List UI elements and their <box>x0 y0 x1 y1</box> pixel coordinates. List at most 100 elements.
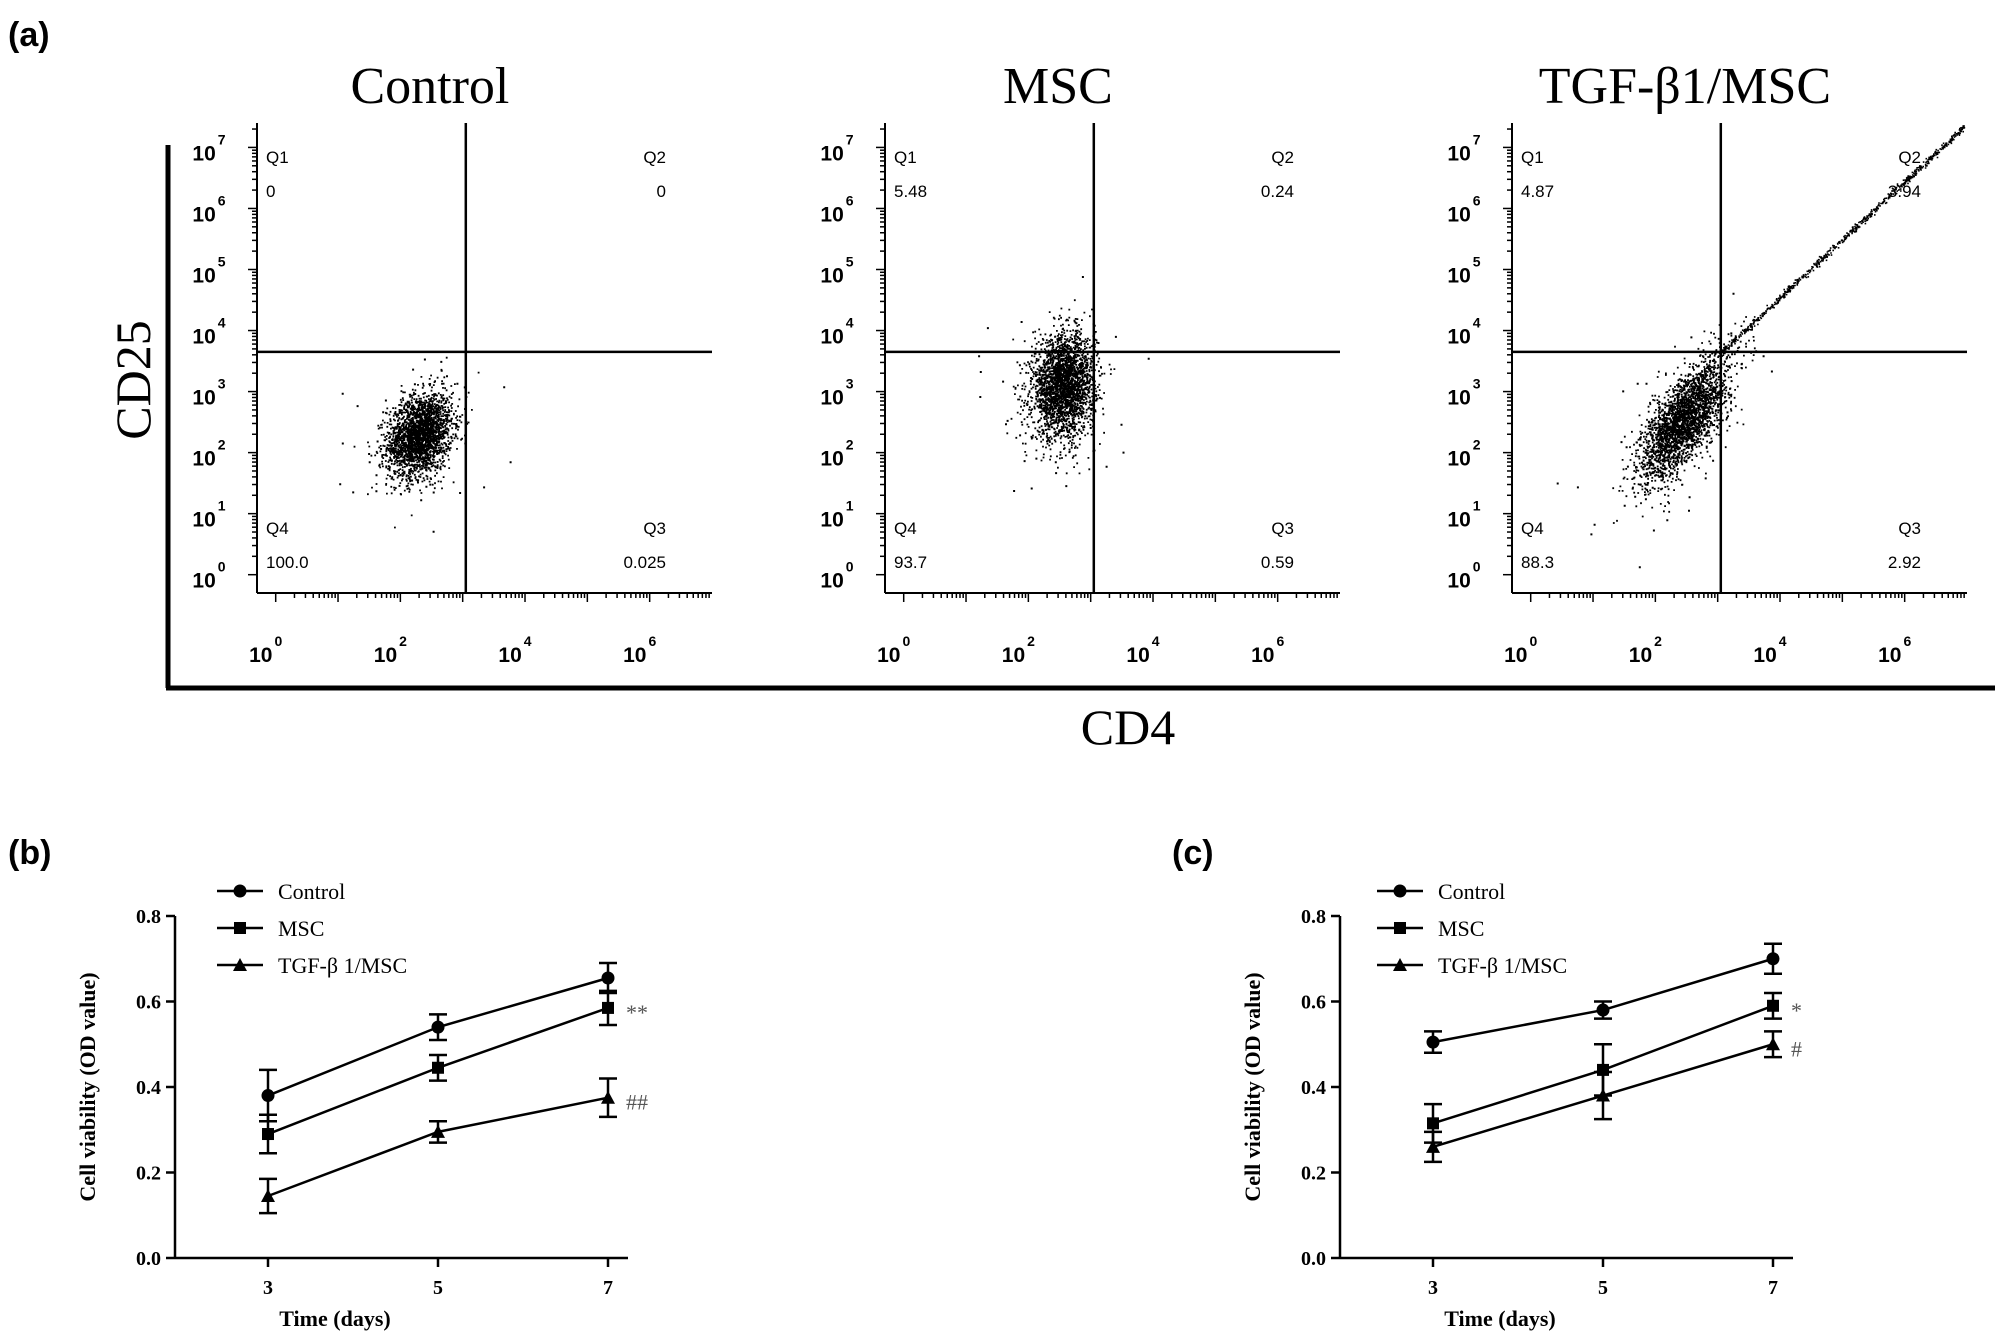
flow-plot-title: Control <box>350 58 509 115</box>
panel-label-c: (c) <box>1172 834 1214 872</box>
y-tick-label: 0.2 <box>1301 1163 1326 1185</box>
data-point-square <box>262 1128 274 1141</box>
data-point-triangle <box>1426 1139 1440 1153</box>
flow-y-tick-label: 104 <box>1447 315 1480 349</box>
data-point-circle <box>601 971 615 985</box>
q1-value: 5.48 <box>894 182 927 201</box>
data-point-circle <box>431 1020 445 1034</box>
flow-y-tick-label: 101 <box>1447 498 1480 532</box>
q3-value: 2.92 <box>1888 553 1921 572</box>
y-tick-label: 0.6 <box>136 992 161 1014</box>
y-axis-label: Cell viability (OD value) <box>1240 972 1265 1201</box>
q1-label: Q1 <box>894 148 917 167</box>
flow-y-tick-label: 100 <box>192 559 225 593</box>
q2-label: Q2 <box>1271 148 1294 167</box>
data-point-triangle <box>1766 1037 1780 1051</box>
flow-y-tick-label: 102 <box>1447 437 1480 471</box>
line-chart-b: 0.0 0.2 0.4 0.6 0.8 3 5 7 Time (days) Cell viabil… <box>75 879 648 1331</box>
significance-mark: ## <box>626 1090 648 1115</box>
q1-value: 0 <box>266 182 275 201</box>
flow-y-tick-label: 101 <box>820 498 853 532</box>
q3-label: Q3 <box>1898 519 1921 538</box>
legend-marker-square <box>234 922 246 934</box>
flow-plot-title: MSC <box>1003 58 1113 115</box>
flow-y-tick-label: 103 <box>820 376 853 410</box>
flow-x-tick-label: 106 <box>623 633 656 667</box>
q4-label: Q4 <box>1521 519 1544 538</box>
data-point-circle <box>261 1089 275 1103</box>
q4-label: Q4 <box>266 519 289 538</box>
flow-y-tick-label: 102 <box>192 437 225 471</box>
q3-label: Q3 <box>1271 519 1294 538</box>
data-point-triangle <box>261 1189 275 1203</box>
x-tick-label: 7 <box>603 1277 613 1299</box>
legend-label: TGF-β 1/MSC <box>1438 953 1567 978</box>
flow-x-tick-label: 102 <box>1629 633 1662 667</box>
flow-y-tick-label: 106 <box>1447 192 1480 226</box>
x-tick-label: 3 <box>263 1277 273 1299</box>
flow-y-tick-label: 100 <box>1447 559 1480 593</box>
x-axis-label: Time (days) <box>1444 1306 1555 1331</box>
y-axis-label: Cell viability (OD value) <box>75 972 100 1201</box>
series-line <box>267 1096 609 1198</box>
flow-y-tick-label: 100 <box>820 559 853 593</box>
legend-label: MSC <box>1438 916 1484 941</box>
data-point-square <box>432 1061 444 1074</box>
x-axis-label: Time (days) <box>279 1306 390 1331</box>
panel-label-b: (b) <box>8 834 51 872</box>
q4-label: Q4 <box>894 519 917 538</box>
series-triangle <box>259 1077 617 1215</box>
cell-events-scatter <box>978 276 1150 492</box>
x-tick-label: 3 <box>1428 1277 1438 1299</box>
flow-x-tick-label: 106 <box>1878 633 1911 667</box>
flow-plot-title: TGF-β1/MSC <box>1539 58 1831 115</box>
flow-plot-2: MSC 100 102 104 106 100 101 102 103 104 105 106 107 Q… <box>820 58 1340 667</box>
series-triangle <box>1424 1030 1782 1164</box>
cell-events-scatter <box>1556 125 1966 569</box>
legend-marker-circle <box>1393 884 1407 898</box>
fc-ylabel: CD25 <box>105 320 161 439</box>
q1-value: 4.87 <box>1521 182 1554 201</box>
flow-y-tick-label: 106 <box>820 192 853 226</box>
flow-y-tick-label: 107 <box>192 131 225 165</box>
legend-label: Control <box>278 879 345 904</box>
flow-x-tick-label: 100 <box>1504 633 1537 667</box>
y-tick-label: 0.4 <box>136 1077 161 1099</box>
data-point-circle <box>1426 1035 1440 1049</box>
y-tick-label: 0.6 <box>1301 992 1326 1014</box>
flow-y-tick-label: 104 <box>192 315 225 349</box>
flow-plot-1: Control 100 102 104 106 100 101 102 103 104 105 106… <box>192 58 712 667</box>
x-tick-label: 5 <box>433 1277 443 1299</box>
series-circle <box>259 961 617 1123</box>
data-point-square <box>1427 1117 1439 1130</box>
y-tick-label: 0.4 <box>1301 1077 1326 1099</box>
data-point-square <box>1767 999 1779 1012</box>
flow-y-tick-label: 104 <box>820 315 853 349</box>
q3-value: 0.025 <box>623 553 666 572</box>
significance-mark: ** <box>626 1000 648 1025</box>
flow-x-tick-label: 104 <box>1753 633 1786 667</box>
q4-value: 93.7 <box>894 553 927 572</box>
data-point-circle <box>1766 952 1780 966</box>
flow-y-tick-label: 103 <box>1447 376 1480 410</box>
flow-y-tick-label: 107 <box>1447 131 1480 165</box>
flow-y-tick-label: 106 <box>192 192 225 226</box>
significance-mark: # <box>1791 1036 1802 1061</box>
flow-x-tick-label: 106 <box>1251 633 1284 667</box>
legend-label: MSC <box>278 916 324 941</box>
legend-label: Control <box>1438 879 1505 904</box>
q1-label: Q1 <box>1521 148 1544 167</box>
flow-y-tick-label: 105 <box>1447 253 1480 287</box>
y-tick-label: 0.0 <box>136 1248 161 1270</box>
q2-value: 0 <box>657 182 666 201</box>
q3-label: Q3 <box>643 519 666 538</box>
flow-x-tick-label: 100 <box>249 633 282 667</box>
flow-y-tick-label: 105 <box>820 253 853 287</box>
y-tick-label: 0.8 <box>136 906 161 928</box>
q2-value: 3.94 <box>1888 182 1921 201</box>
flow-x-tick-label: 102 <box>374 633 407 667</box>
y-tick-label: 0.2 <box>136 1163 161 1185</box>
legend-marker-circle <box>233 884 247 898</box>
legend-marker-square <box>1394 922 1406 934</box>
q2-label: Q2 <box>1898 148 1921 167</box>
